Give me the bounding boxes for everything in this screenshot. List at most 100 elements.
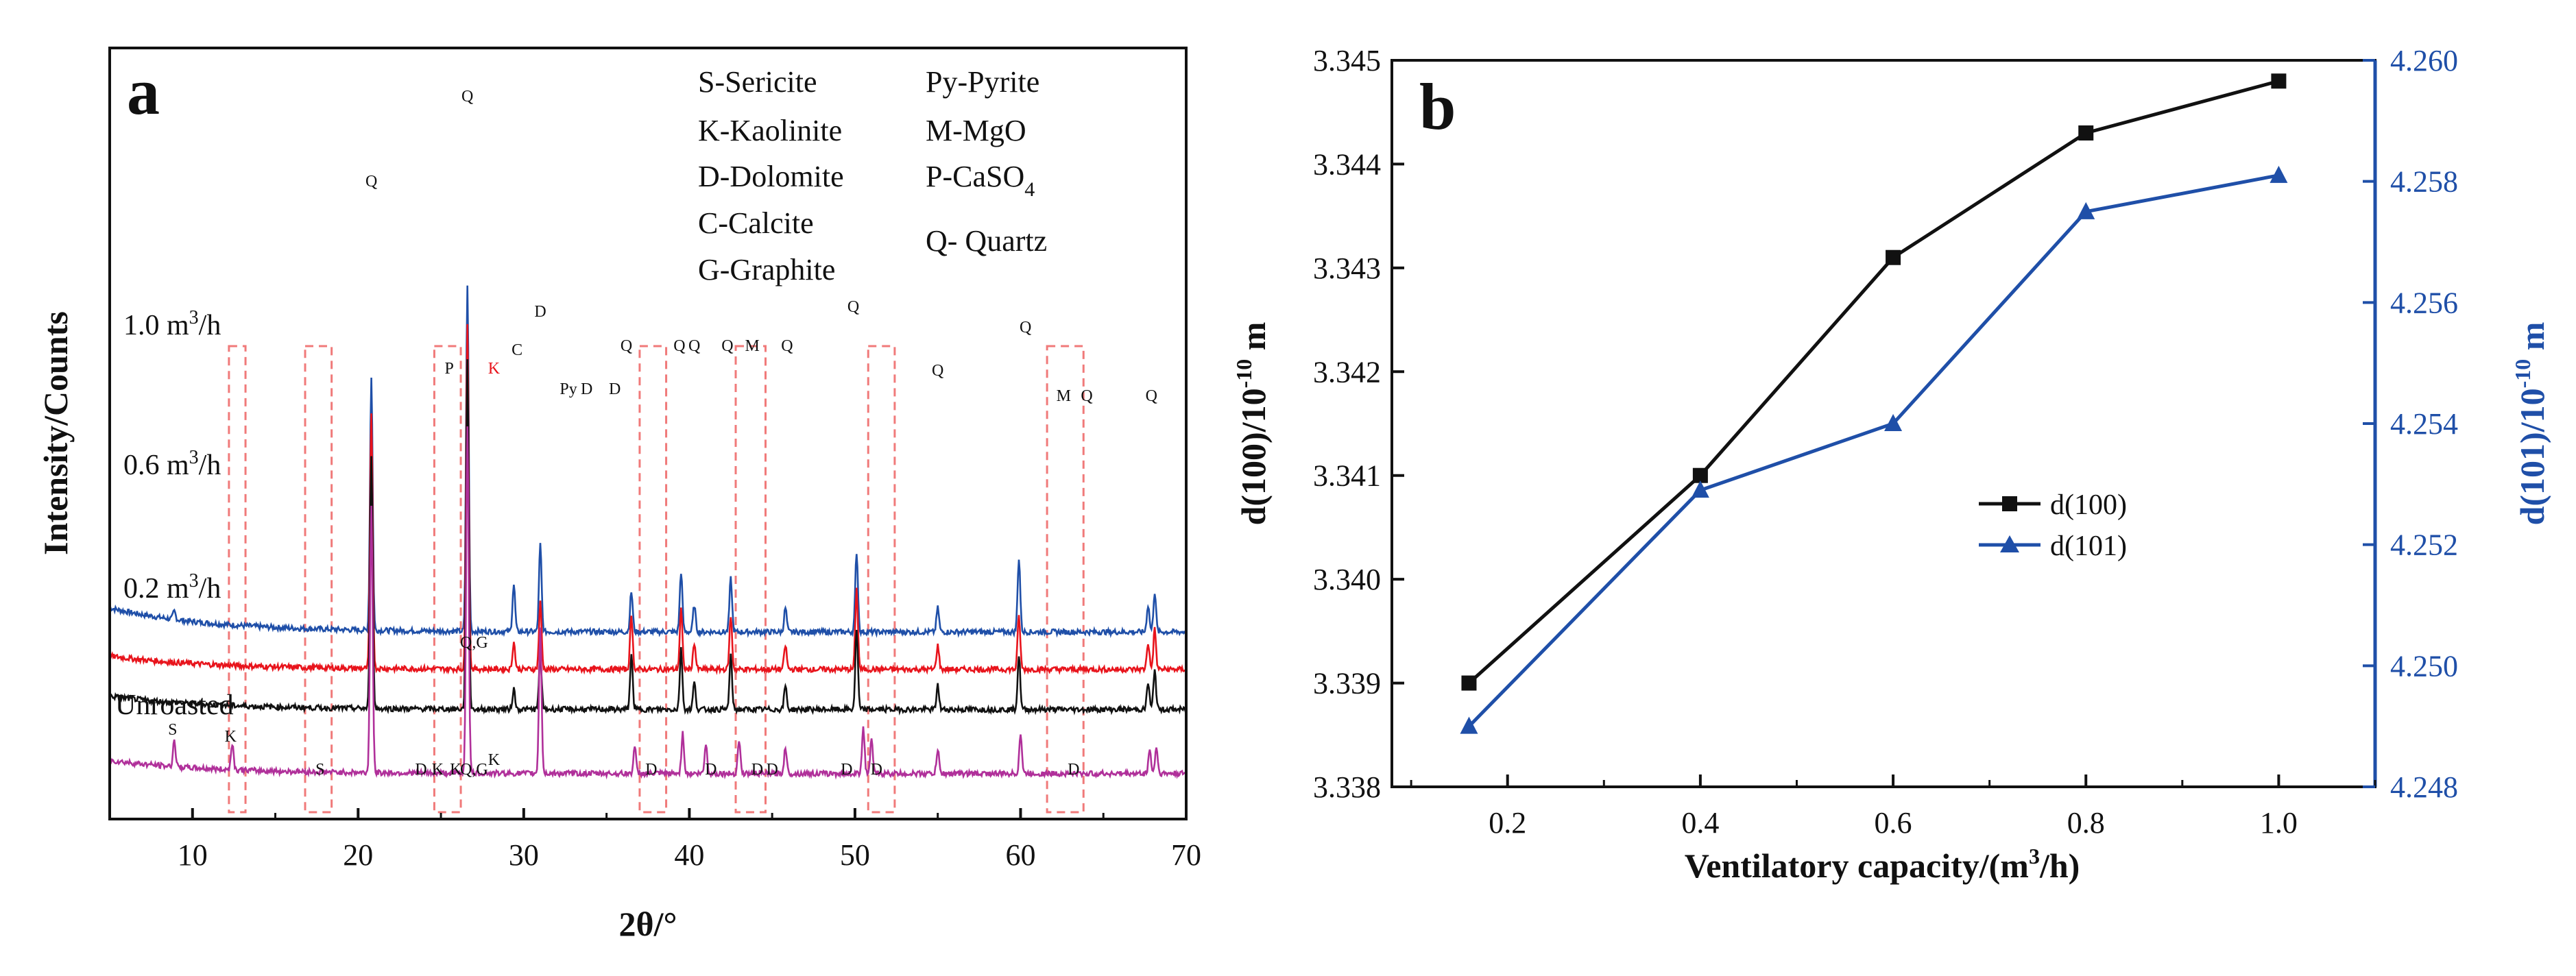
legend-left-2: D-Dolomite (698, 160, 844, 193)
series-label: 0.6 m3/h (123, 447, 221, 481)
y-right-tick-label: 4.260 (2390, 44, 2458, 77)
y-left-tick-label: 3.344 (1313, 147, 1381, 181)
y-left-tick-label: 3.342 (1313, 355, 1381, 389)
legend-label-d101: d(101) (2050, 530, 2127, 562)
peak-label: D (1068, 761, 1079, 779)
x-tick-label: 0.4 (1681, 806, 1719, 840)
y-right-tick-label: 4.250 (2390, 649, 2458, 683)
y-right-axis-ticks-b: 4.248 4.250 4.252 4.254 4.256 4.258 4.260 (2363, 44, 2458, 804)
peak-label: Q (1020, 319, 1031, 337)
series-label: 0.2 m3/h (123, 570, 221, 605)
peak-label: Q (1146, 387, 1157, 405)
data-point-d(101) (1460, 716, 1478, 734)
peak-label: Q (847, 298, 859, 316)
y-right-tick-label: 4.256 (2390, 286, 2458, 319)
data-point-d(100) (2271, 73, 2287, 89)
peak-label: Q (621, 337, 632, 355)
legend-left-4: G-Graphite (698, 253, 835, 286)
y-left-tick-label: 3.341 (1313, 459, 1381, 493)
x-axis-ticks-a: 10 20 30 40 50 60 70 (108, 808, 1201, 872)
peak-label: S (315, 761, 324, 779)
y-left-tick-label: 3.339 (1313, 667, 1381, 700)
data-point-d(101) (1691, 480, 1709, 498)
legend-left-1: K-Kaolinite (698, 114, 842, 147)
legend-right-0: Py-Pyrite (926, 65, 1039, 99)
peak-label: P (444, 360, 453, 378)
peak-label: D (534, 303, 546, 321)
y-left-tick-label: 3.340 (1313, 563, 1381, 596)
data-point-d(101) (2077, 202, 2095, 219)
data-point-d(100) (1461, 675, 1477, 691)
panel-label-b: b (1419, 70, 1456, 143)
x-tick-label: 50 (840, 838, 870, 872)
peak-label: K (488, 360, 501, 378)
peak-label: Py (559, 380, 577, 398)
x-tick-label: 1.0 (2260, 806, 2298, 840)
highlight-boxes (228, 345, 1085, 814)
peak-label: Q (721, 337, 733, 355)
highlight-box (638, 345, 668, 814)
y-left-tick-label: 3.345 (1313, 44, 1381, 77)
data-point-d(101) (1884, 414, 1903, 431)
peak-label: K (432, 761, 444, 779)
y-right-tick-label: 4.258 (2390, 165, 2458, 199)
data-point-d(100) (1692, 467, 1708, 483)
peak-label: K (225, 728, 237, 746)
x-tick-label: 20 (343, 838, 373, 872)
peak-label: Q (365, 173, 377, 191)
d-spacing-series-group (1460, 73, 2288, 734)
x-tick-label: 30 (509, 838, 539, 872)
peak-label: M (1057, 387, 1071, 405)
peak-label: Q,G (460, 634, 488, 652)
peak-label: S (168, 721, 177, 739)
x-tick-label: 10 (178, 838, 208, 872)
x-tick-label: 70 (1171, 838, 1201, 872)
x-tick-label: 0.8 (2067, 806, 2105, 840)
x-tick-label: 60 (1005, 838, 1035, 872)
peak-label: C (511, 341, 522, 359)
y-axis-label-a: Intensity/Counts (36, 311, 75, 555)
peak-label: D (751, 761, 763, 779)
peak-label: Q,G (460, 761, 488, 779)
legend-block-a: S-Sericite K-Kaolinite D-Dolomite C-Calc… (698, 65, 1047, 286)
y-right-axis-label-b: d(101)/10-10 m (2510, 322, 2551, 526)
highlight-box (734, 345, 767, 814)
peak-label: K (488, 751, 501, 769)
peak-label: Q (673, 337, 685, 355)
legend-right-3: Q- Quartz (926, 224, 1047, 258)
x-axis-ticks-b: 0.2 0.4 0.6 0.8 1.0 (1410, 774, 2376, 840)
highlight-box (228, 345, 247, 814)
legend-marker-d101 (2000, 535, 2019, 552)
legend-left-0: S-Sericite (698, 65, 817, 99)
peak-label: D (645, 761, 657, 779)
series-label: Unroasted (115, 690, 234, 721)
peak-label: D (705, 761, 717, 779)
peak-label: Q (781, 337, 793, 355)
legend-left-3: C-Calcite (698, 206, 814, 240)
data-point-d(101) (2270, 165, 2288, 183)
peak-label: Q (461, 88, 473, 106)
plot-frame-a (108, 47, 1188, 820)
series-label: 1.0 m3/h (123, 307, 221, 341)
data-point-d(100) (1886, 249, 1901, 265)
y-left-axis-ticks-b: 3.338 3.339 3.340 3.341 3.342 3.343 3.344 3.345 (1313, 44, 1404, 804)
peak-label: D (841, 761, 852, 779)
xrd-series-group (108, 285, 1188, 780)
legend-right-1: M-MgO (926, 114, 1026, 147)
series-line-2 (108, 359, 1188, 716)
legend-marker-d100 (2002, 496, 2017, 511)
peak-label: Q (932, 362, 943, 380)
peak-label: M (745, 337, 759, 355)
peak-label: D (415, 761, 426, 779)
series-line-1 (108, 324, 1187, 676)
x-tick-label: 40 (674, 838, 704, 872)
series-line-3 (108, 426, 1188, 780)
y-left-tick-label: 3.338 (1313, 770, 1381, 804)
peak-label: Q (1081, 387, 1092, 405)
data-point-d(100) (2078, 125, 2094, 141)
peak-label: D (581, 380, 592, 398)
highlight-box (1046, 345, 1085, 814)
peak-label: D (871, 761, 882, 779)
